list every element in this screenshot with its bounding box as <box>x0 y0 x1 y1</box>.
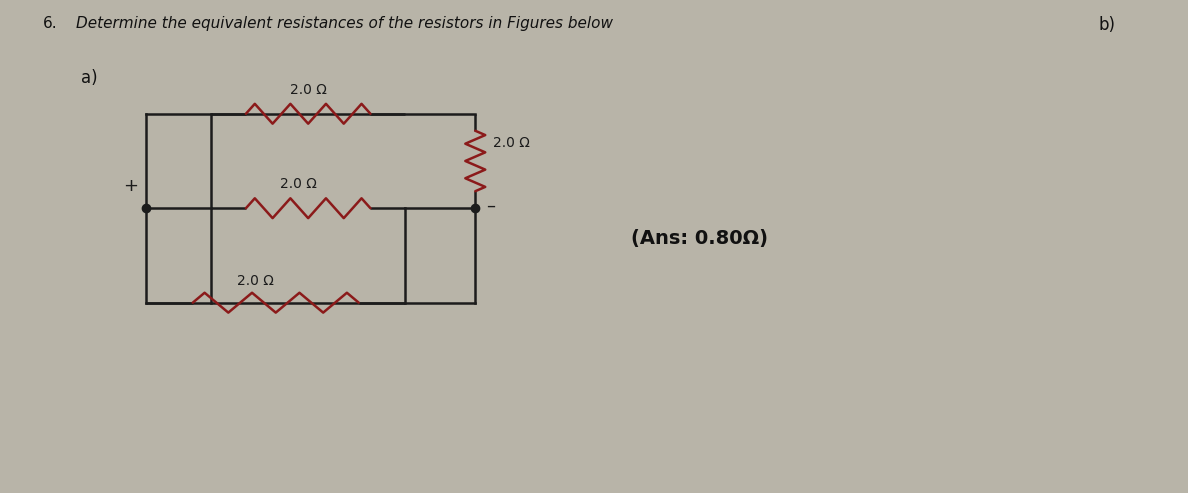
Text: 2.0 Ω: 2.0 Ω <box>238 274 274 288</box>
Text: a): a) <box>81 69 97 87</box>
Text: 2.0 Ω: 2.0 Ω <box>279 177 317 191</box>
Text: Determine the equivalent resistances of the resistors in Figures below: Determine the equivalent resistances of … <box>76 16 613 31</box>
Text: 2.0 Ω: 2.0 Ω <box>290 83 327 97</box>
Text: b): b) <box>1099 16 1116 35</box>
Text: (Ans: 0.80Ω): (Ans: 0.80Ω) <box>631 229 769 247</box>
Text: 2.0 Ω: 2.0 Ω <box>493 136 530 150</box>
Text: +: + <box>124 177 139 195</box>
Text: –: – <box>486 197 494 215</box>
Text: 6.: 6. <box>43 16 58 31</box>
